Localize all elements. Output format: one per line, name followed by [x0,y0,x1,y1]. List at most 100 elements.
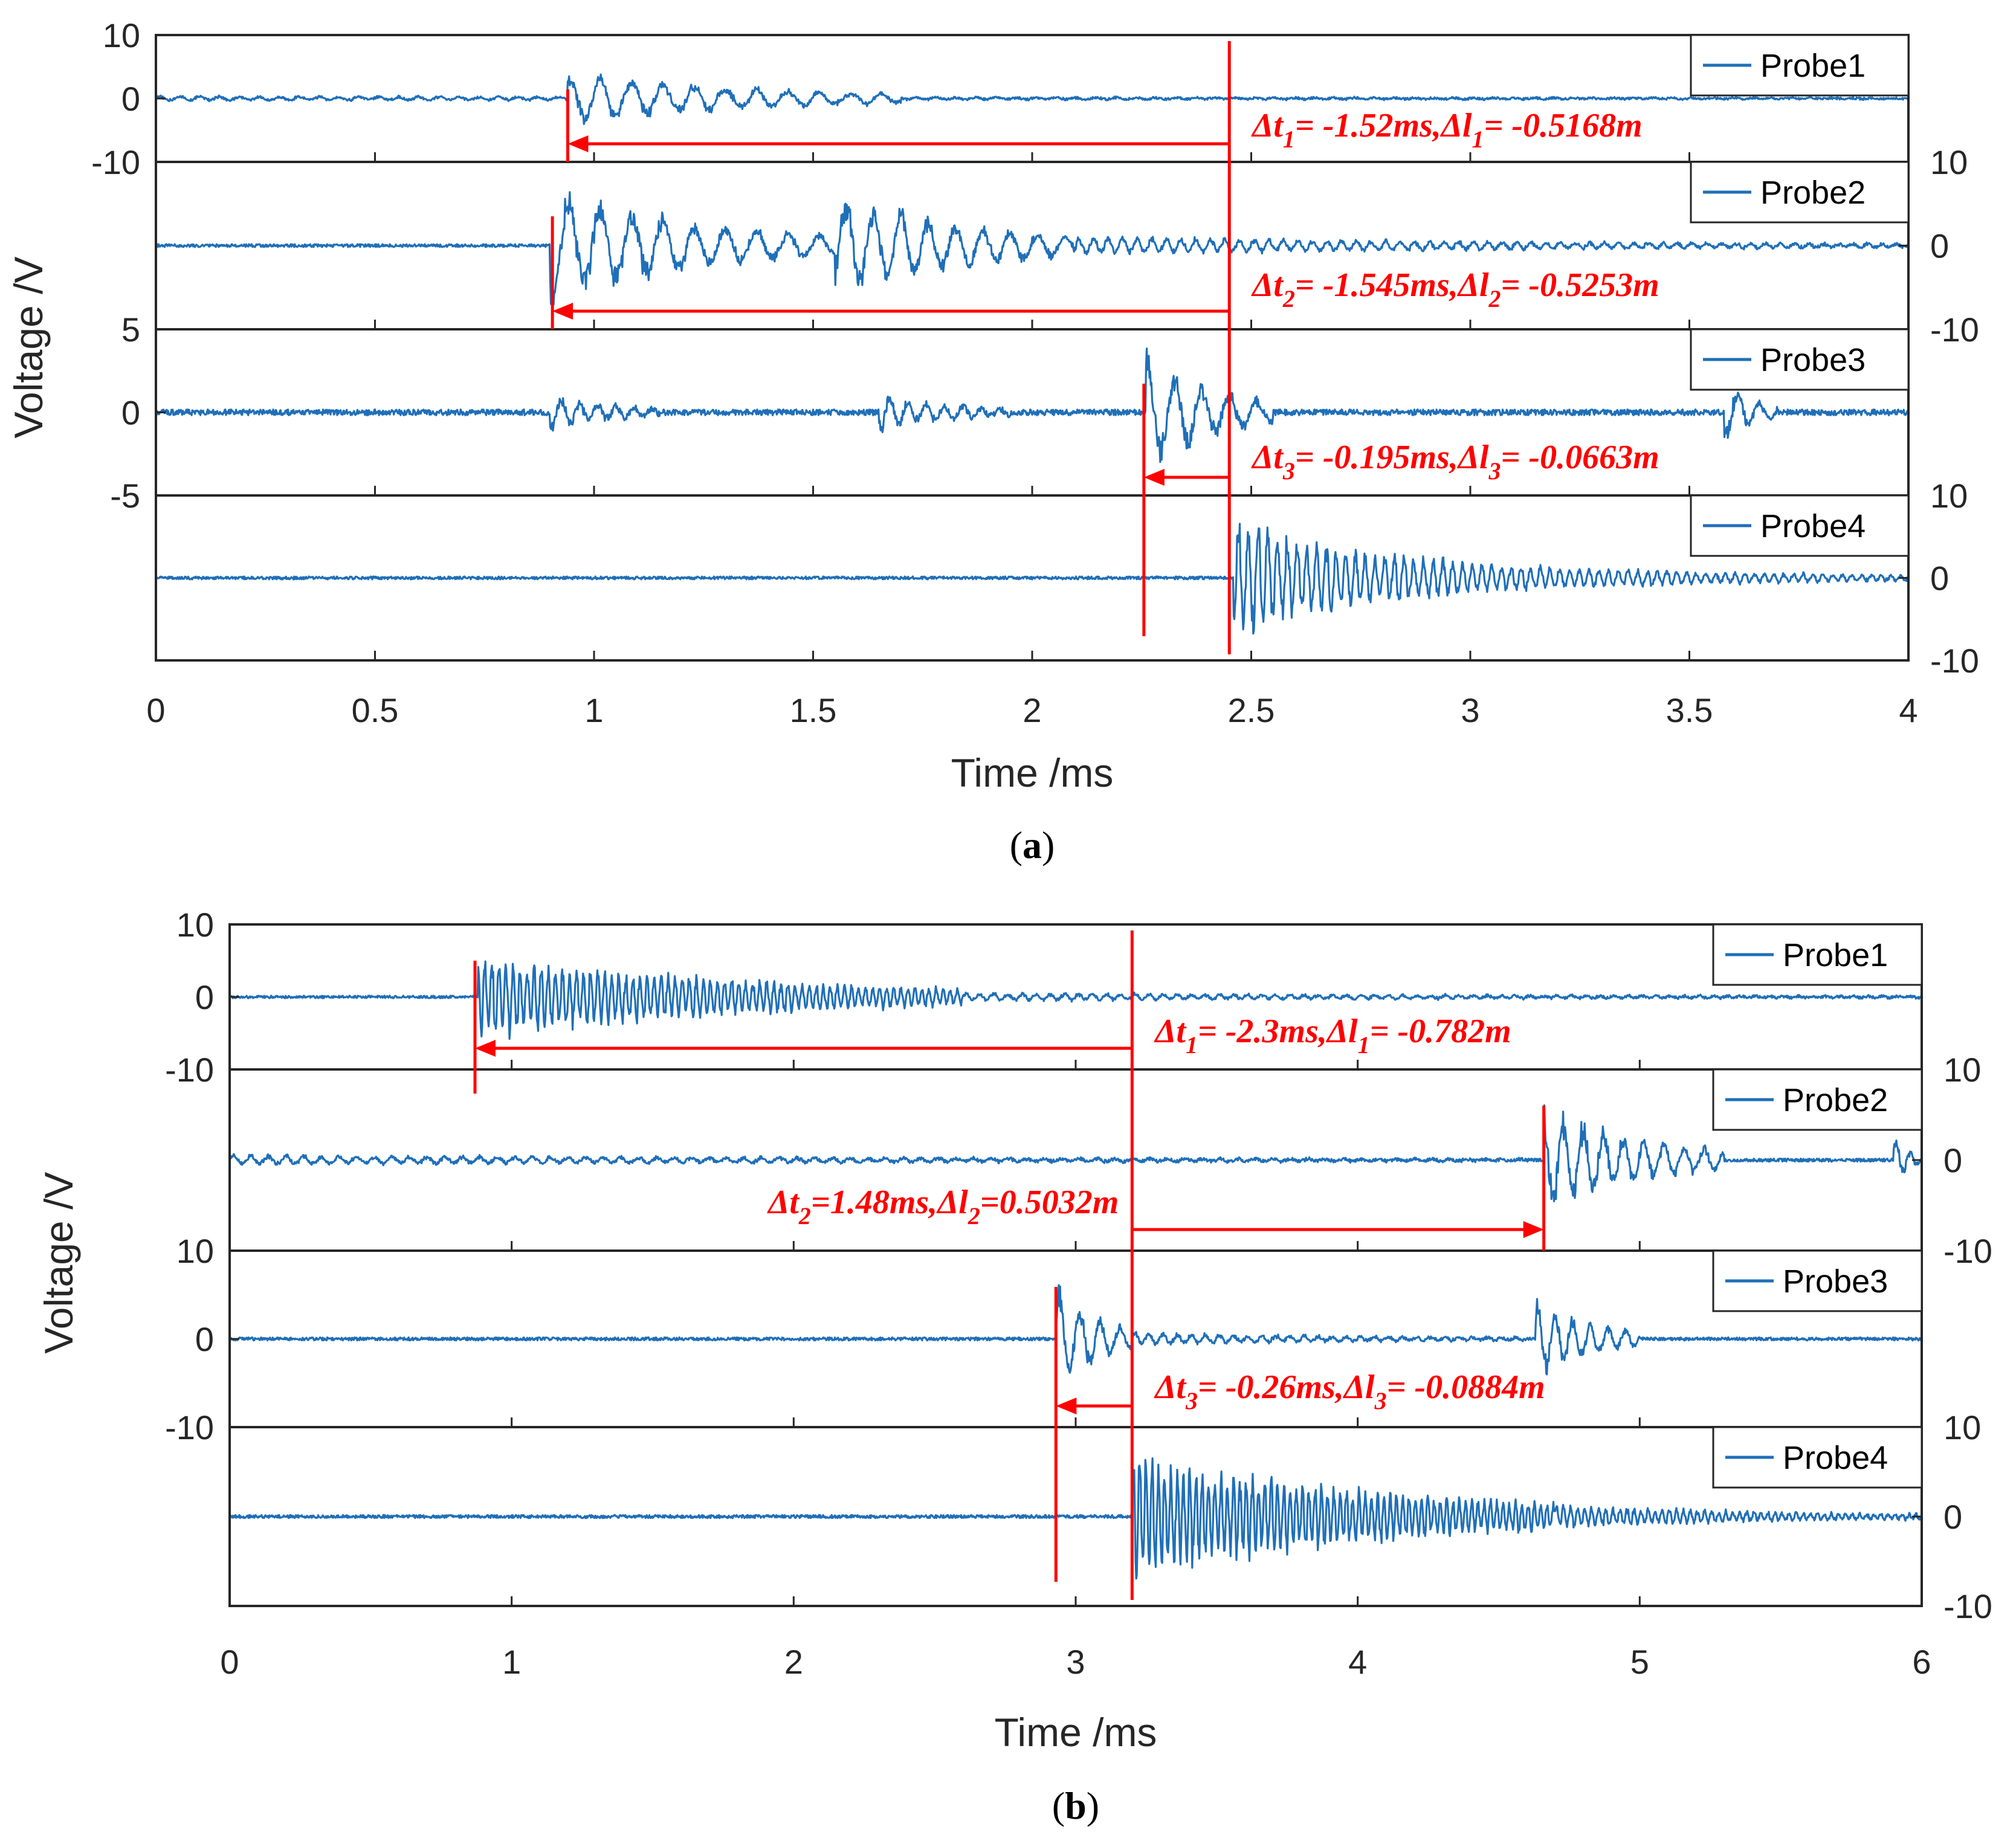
annotation-probe2: Δt2=1.48ms,Δl2=0.5032m [767,1106,1546,1251]
legend-probe2: Probe2 [1712,1068,1923,1131]
xtick-label: 1 [584,691,603,729]
annotation-probe1: Δt1= -1.52ms,Δl1= -0.5168m [566,89,1643,162]
xtick-label: 0 [220,1643,239,1681]
delta-t-subscript: 1 [1283,126,1295,153]
xtick-label: 2 [784,1643,803,1681]
annotation-label: Δt3= -0.26ms,Δl3= -0.0884m [1154,1369,1545,1414]
annotation-probe2: Δt2= -1.545ms,Δl2= -0.5253m [551,216,1659,329]
subplot-probe1: 10 0 -10 Probe1 [165,906,1923,1089]
subplot-probe1: 10 0 -10 Probe1 [91,16,1910,181]
subplot-probe2: 10 0 -10 Probe2 [155,143,1979,349]
legend-probe3: Probe3 [1712,1249,1923,1312]
signal-line-probe4 [155,523,1909,635]
legend-label: Probe4 [1760,508,1866,544]
y-axis-label: Voltage /V [36,1172,81,1354]
subplot-probe4: 10 0 -10 Probe4 [155,477,1979,680]
legend-probe1: Probe1 [1712,923,1923,986]
xtick-label: 2 [1023,691,1041,729]
ytick-label: 0 [1943,1498,1962,1536]
delta-t-subscript: 3 [1185,1387,1198,1414]
delta-t-value: = -1.545ms, [1295,266,1458,304]
legend-label: Probe1 [1760,48,1866,84]
delta-t-symbol: Δt [1154,1013,1186,1050]
x-axis-label: Time /ms [951,750,1114,795]
caption-letter: b [1065,1784,1087,1827]
signal-line-probe1 [229,960,1922,1040]
ytick-label: -10 [165,1051,214,1089]
annotation-probe3: Δt3= -0.195ms,Δl3= -0.0663m [1142,384,1659,636]
delta-t-symbol: Δt [1251,266,1284,304]
delta-l-symbol: Δl [1457,439,1489,476]
signal-line-probe3 [155,347,1910,463]
xtick-label: 5 [1630,1643,1649,1681]
delta-l-value: = -0.0663m [1501,439,1659,476]
legend-probe3: Probe3 [1690,328,1910,391]
caption-paren: ( [1010,824,1023,866]
delta-t-subscript: 1 [1186,1031,1198,1059]
legend-label: Probe3 [1760,342,1866,378]
signal-line-probe2 [228,1104,1922,1202]
delta-t-value: = -2.3ms, [1198,1013,1327,1050]
delta-t-value: = -0.195ms, [1295,439,1458,476]
legend-label: Probe1 [1783,937,1888,973]
delta-l-value: = -0.0884m [1387,1369,1545,1406]
delta-l-value: =0.5032m [980,1184,1119,1221]
figure-caption: (a) [1010,824,1055,866]
delta-l-symbol: Δl [936,1184,968,1221]
delay-arrowhead [1143,469,1165,486]
ytick-label: 10 [1943,1051,1981,1089]
xtick-label: 3.5 [1666,691,1713,729]
legend-probe4: Probe4 [1690,494,1910,557]
ytick-label: 10 [1930,143,1968,181]
subplot-probe3: 5 0 -5 Probe3 [110,311,1910,515]
y-axis-label: Voltage /V [6,257,51,439]
ytick-label: 5 [121,311,140,349]
xtick-label: 1.5 [790,691,837,729]
ytick-label: 10 [176,1232,214,1270]
delta-l-symbol: Δl [1343,1369,1375,1406]
xtick-label: 4 [1899,691,1917,729]
annotation-probe3: Δt3= -0.26ms,Δl3= -0.0884m [1054,1287,1545,1582]
ytick-label: -5 [110,477,140,515]
delta-l-symbol: Δl [1326,1013,1358,1050]
signal-line-probe2 [155,191,1910,306]
ytick-label: 10 [1943,1408,1981,1446]
ytick-label: 10 [103,16,140,54]
xtick-label: 3 [1066,1643,1085,1681]
delta-t-subscript: 3 [1282,457,1295,485]
legend-probe4: Probe4 [1712,1426,1923,1489]
annotation-label: Δt2=1.48ms,Δl2=0.5032m [767,1184,1119,1230]
legend-probe1: Probe1 [1690,34,1910,97]
ytick-label: 0 [1930,559,1949,598]
xtick-label: 3 [1461,691,1479,729]
ytick-label: 0 [1930,227,1949,265]
ytick-label: 10 [1930,477,1968,515]
annotation-label: Δt2= -1.545ms,Δl2= -0.5253m [1251,266,1659,312]
signal-line-probe1 [155,73,1909,125]
xtick-label: 6 [1912,1643,1931,1681]
caption-paren: ) [1087,1784,1099,1827]
xtick-label: 4 [1348,1643,1367,1681]
delta-t-subscript: 2 [1282,285,1295,312]
xtick-label: 0 [146,691,165,729]
xtick-label: 0.5 [352,691,399,729]
ytick-label: 0 [121,80,140,118]
signal-line-probe4 [228,1457,1923,1580]
figure-caption: (b) [1052,1784,1099,1827]
legend-label: Probe2 [1760,175,1866,211]
delta-l-symbol: Δl [1457,266,1489,304]
delta-l-subscript: 1 [1472,126,1484,153]
xtick-label: 2.5 [1228,691,1275,729]
ytick-label: -10 [1943,1232,1992,1270]
ytick-label: -10 [1930,311,1979,349]
legend-label: Probe3 [1783,1263,1888,1300]
caption-paren: ( [1052,1784,1065,1827]
delta-t-value: = -0.26ms, [1198,1369,1344,1406]
delta-l-value: = -0.782m [1370,1013,1511,1050]
x-axis-label: Time /ms [995,1710,1157,1755]
delay-arrowhead [552,303,573,320]
delta-l-symbol: Δl [1440,107,1472,144]
legend-label: Probe4 [1783,1440,1888,1476]
delta-t-value: =1.48ms, [811,1184,937,1221]
delay-arrowhead [567,135,589,152]
